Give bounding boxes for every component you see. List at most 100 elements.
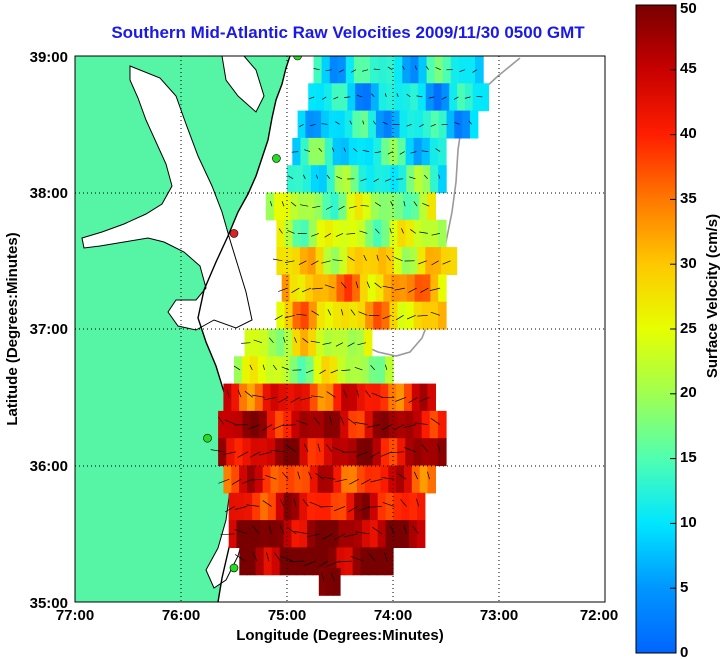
velocity-cell (364, 383, 374, 412)
velocity-vector (393, 424, 405, 431)
velocity-cell (376, 547, 386, 576)
velocity-cell (397, 137, 407, 166)
velocity-cell (278, 465, 287, 494)
velocity-vector (284, 260, 295, 263)
colorbar-tick-label: 10 (680, 514, 697, 531)
velocity-cell (402, 83, 411, 112)
velocity-cell (275, 520, 285, 548)
velocity-cell (313, 356, 323, 385)
velocity-cell (357, 219, 366, 248)
velocity-cell (405, 301, 415, 330)
velocity-cell (292, 247, 301, 275)
station-marker (272, 154, 281, 163)
velocity-cell (364, 410, 374, 439)
velocity-cell (250, 438, 260, 467)
velocity-vector (363, 254, 367, 261)
velocity-cell (226, 438, 235, 467)
velocity-cell (273, 192, 283, 221)
velocity-cell (396, 465, 405, 494)
velocity-cell (389, 219, 399, 248)
velocity-cell (305, 274, 314, 303)
velocity-vector (372, 526, 383, 535)
velocity-cell (401, 520, 410, 548)
velocity-cell (380, 410, 390, 439)
velocity-cell (427, 383, 436, 412)
velocity-cell (434, 56, 444, 84)
velocity-cell (404, 383, 413, 412)
velocity-cell (363, 329, 373, 357)
velocity-vector (272, 258, 283, 262)
velocity-vector (220, 533, 235, 536)
colorbar-tick-label: 40 (680, 125, 697, 142)
velocity-cell (299, 492, 308, 521)
velocity-vector (268, 337, 274, 343)
velocity-cell (294, 383, 303, 412)
velocity-cell (317, 383, 327, 412)
velocity-vector (374, 228, 380, 234)
velocity-cell (323, 438, 333, 467)
velocity-vector (309, 501, 321, 507)
velocity-cell (427, 465, 436, 494)
station-marker (293, 56, 302, 61)
velocity-vector (342, 451, 357, 453)
velocity-vector (354, 366, 363, 371)
velocity-cell (324, 137, 334, 166)
velocity-vector (311, 260, 319, 266)
velocity-cell (377, 520, 387, 548)
velocity-vector (268, 525, 272, 534)
velocity-cell (316, 219, 326, 248)
velocity-vector (249, 451, 261, 458)
velocity-vector (389, 228, 392, 234)
y-tick-label: 39:00 (30, 49, 68, 66)
x-tick-label: 73:00 (480, 607, 518, 624)
y-tick-label: 36:00 (30, 458, 68, 475)
velocity-vector (362, 150, 370, 152)
velocity-vector (244, 390, 254, 398)
velocity-vector (287, 230, 295, 234)
velocity-cell (393, 247, 403, 275)
velocity-vector (299, 396, 312, 401)
velocity-vector (279, 555, 293, 562)
velocity-vector (372, 120, 376, 125)
velocity-cell (300, 329, 309, 357)
velocity-cell (421, 219, 431, 248)
velocity-vector (308, 471, 313, 480)
station-marker (203, 433, 212, 443)
velocity-vector (396, 178, 404, 180)
velocity-cell (325, 567, 334, 596)
velocity-cell (352, 274, 361, 303)
velocity-vector (262, 500, 272, 507)
velocity-cell (382, 165, 391, 194)
velocity-cell (389, 137, 399, 166)
velocity-vector (303, 560, 317, 567)
velocity-cell (316, 329, 325, 357)
velocity-vector (326, 174, 331, 180)
velocity-vector (341, 369, 351, 371)
velocity-vector (374, 151, 382, 154)
velocity-vector (291, 287, 300, 294)
velocity-vector (413, 201, 418, 207)
velocity-cell (284, 219, 294, 248)
velocity-vector (262, 364, 265, 370)
velocity-cell (332, 301, 342, 330)
velocity-cell (349, 465, 358, 494)
velocity-vector (419, 123, 424, 128)
velocity-cell (328, 110, 338, 139)
velocity-vector (360, 178, 367, 182)
velocity-cell (297, 356, 307, 385)
velocity-cell (292, 329, 301, 357)
velocity-cell (417, 492, 426, 521)
velocity-cell (286, 383, 295, 412)
velocity-vector (262, 424, 273, 431)
velocity-vector (430, 311, 441, 316)
velocity-cell (307, 492, 316, 521)
velocity-vector (353, 148, 358, 152)
velocity-cell (324, 301, 334, 330)
velocity-cell (329, 356, 338, 385)
velocity-cell (364, 465, 374, 494)
velocity-vector (310, 395, 324, 398)
velocity-cell (380, 438, 390, 467)
velocity-cell (332, 219, 342, 248)
velocity-vector (265, 474, 277, 480)
velocity-vector (425, 65, 429, 70)
